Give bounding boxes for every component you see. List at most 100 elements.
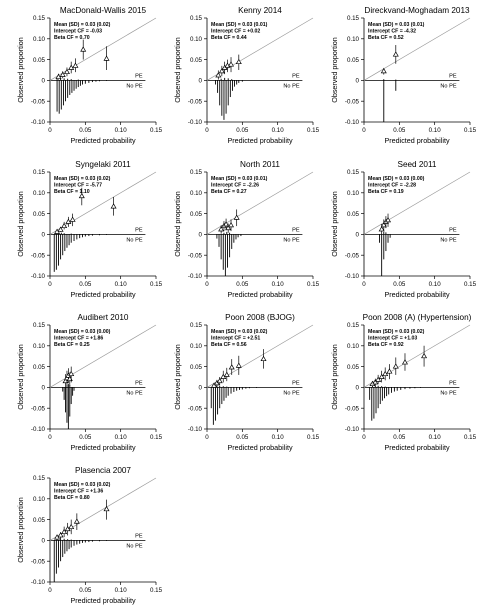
x-tick-label: 0.10 [115,434,128,441]
y-tick-label: 0.10 [347,36,360,43]
x-tick-label: 0.10 [272,127,285,134]
y-tick-label: 0.15 [33,475,46,482]
calibration-point [68,64,75,70]
no-pe-label: No PE [126,83,142,89]
y-tick-label: -0.05 [188,405,203,412]
y-tick-label: 0.10 [347,343,360,350]
panel-title: Plasencia 2007 [75,466,131,475]
calibration-point [375,376,382,382]
x-axis-label: Predicted probability [70,136,136,145]
y-tick-label: 0.15 [33,322,46,329]
calibration-point [72,62,79,68]
y-tick-label: -0.10 [345,273,360,280]
x-tick-label: 0 [362,434,366,441]
no-pe-label: No PE [440,83,456,89]
y-axis-label: Observed proportion [16,344,25,410]
calibration-panel-1: MacDonald-Wallis 2015 -0.10 -0.05 0 0.05 0.10… [16,6,163,145]
y-tick-label: 0.15 [347,15,360,22]
stats-line: Beta CF = 0.52 [368,35,404,41]
pe-label: PE [135,533,143,539]
calibration-point [380,67,387,74]
x-tick-label: 0.15 [307,434,320,441]
calibration-point [378,226,385,232]
x-tick-label: 0.10 [115,281,128,288]
y-axis-label: Observed proportion [16,37,25,103]
y-tick-label: 0.05 [347,211,360,218]
calibration-point [215,72,222,78]
stats-line: Beta CF = 0.70 [54,35,90,41]
x-tick-label: 0.05 [393,281,406,288]
y-tick-label: -0.05 [345,405,360,412]
calibration-point [392,51,399,57]
y-axis-label: Observed proportion [173,37,182,103]
y-tick-label: 0.15 [33,15,46,22]
x-tick-label: 0 [205,281,209,288]
stats-line: Intercept CF = -0.03 [54,29,102,35]
calibration-panel-4: Syngelaki 2011 -0.10 -0.05 0 0.05 0.10 0.15 0 0.… [16,160,163,299]
y-tick-label: 0.15 [190,169,203,176]
y-tick-label: -0.10 [31,273,46,280]
panel-title: North 2011 [240,160,280,169]
calibration-panel-6: Seed 2011 -0.10 -0.05 0 0.05 0.10 0.15 0 0.05 0.1… [330,160,477,299]
no-pe-label: No PE [126,237,142,243]
calibration-point [260,355,267,362]
y-tick-label: -0.05 [31,252,46,259]
y-tick-label: -0.10 [31,579,46,586]
stats-line: Intercept CF = -2.28 [368,183,416,189]
x-tick-label: 0 [48,434,52,441]
y-tick-label: 0.15 [33,169,46,176]
calibration-panel-9: Poon 2008 (A) (Hypertension) -0.10 -0.05 0 0… [330,313,477,452]
x-tick-label: 0 [48,587,52,594]
y-tick-label: -0.05 [31,558,46,565]
calibration-point [385,216,392,223]
panel-title: Kenny 2014 [238,6,282,15]
y-tick-label: 0 [356,232,360,239]
pe-label: PE [449,227,457,233]
x-tick-label: 0.15 [307,281,320,288]
y-tick-label: 0 [199,78,203,85]
calibration-point [228,61,235,67]
x-axis-label: Predicted probability [227,290,293,299]
y-tick-label: 0.05 [347,57,360,64]
calibration-point [218,226,225,232]
y-axis-label: Observed proportion [16,497,25,563]
y-tick-label: 0.05 [33,57,46,64]
panel-title: Audibert 2010 [78,313,129,322]
x-tick-label: 0.15 [150,434,163,441]
panel-title: Direckvand-Moghadam 2013 [364,6,470,15]
y-tick-label: 0 [356,78,360,85]
y-tick-label: -0.10 [188,119,203,126]
y-tick-label: 0.05 [33,517,46,524]
reference-line [49,171,157,235]
stats-line: Mean (SD) = 0.03 (0.01) [211,22,268,28]
stats-line: Mean (SD) = 0.03 (0.02) [368,329,425,335]
x-tick-label: 0 [205,434,209,441]
stats-line: Intercept CF = -4.32 [368,29,416,35]
calibration-point [57,226,64,232]
calibration-point [218,67,225,74]
y-tick-label: 0.15 [190,322,203,329]
no-pe-label: No PE [283,390,299,396]
calibration-panel-8: Poon 2008 (BJOG) -0.10 -0.05 0 0.05 0.10 0.15 0… [173,313,320,452]
stats-line: Intercept CF = -5.77 [54,183,102,189]
y-tick-label: 0.05 [190,364,203,371]
y-tick-label: 0.10 [190,190,203,197]
y-axis-label: Observed proportion [173,344,182,410]
calibration-point [61,528,68,535]
x-axis-label: Predicted probability [70,443,136,452]
y-tick-label: 0 [42,538,46,545]
y-tick-label: 0.10 [347,190,360,197]
stats-line: Intercept CF = +1.03 [368,336,417,342]
calibration-point [401,359,408,365]
stats-line: Mean (SD) = 0.03 (0.01) [211,176,268,182]
stats-line: Mean (SD) = 0.03 (0.02) [211,329,268,335]
y-tick-label: 0.15 [347,169,360,176]
calibration-point [382,370,389,377]
x-tick-label: 0.15 [464,434,477,441]
stats-line: Beta CF = 0.25 [54,342,90,348]
x-tick-label: 0 [48,281,52,288]
x-tick-label: 0.05 [236,434,249,441]
stats-line: Beta CF = 1.10 [54,189,90,195]
x-axis-label: Predicted probability [227,443,293,452]
